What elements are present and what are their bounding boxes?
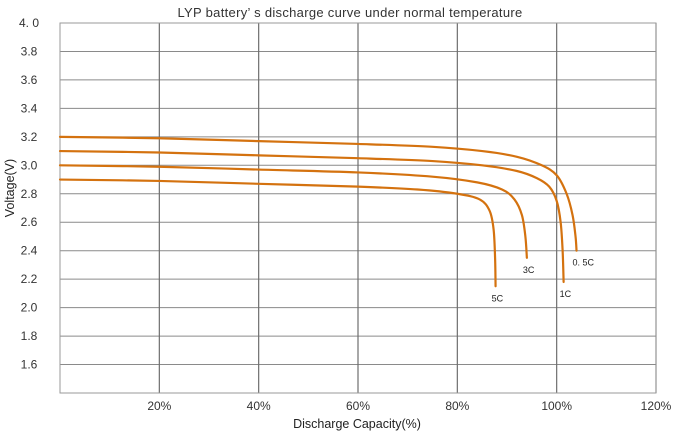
grid xyxy=(60,22,657,393)
x-tick-label: 60% xyxy=(346,399,370,413)
y-tick-label: 4. 0 xyxy=(19,16,39,30)
series-line xyxy=(58,135,578,252)
chart-title: LYP battery’ s discharge curve under nor… xyxy=(177,5,522,20)
x-tick-label: 20% xyxy=(147,399,171,413)
x-tick-label: 120% xyxy=(641,399,672,413)
series-labels: 0. 5C 1C 3C 5C xyxy=(492,258,595,304)
x-tick-label: 80% xyxy=(445,399,469,413)
y-tick-label: 2.8 xyxy=(21,187,38,201)
y-axis-ticks: 1.6 1.8 2.0 2.2 2.4 2.6 2.8 3.0 3.2 3.4 3.6 3.8 4. 0 xyxy=(19,16,39,372)
plot-frame xyxy=(59,22,657,394)
y-tick-label: 2.0 xyxy=(21,301,38,315)
x-tick-label: 100% xyxy=(541,399,572,413)
series-label: 5C xyxy=(492,293,504,303)
x-axis-label: Discharge Capacity(%) xyxy=(293,417,421,431)
series-line xyxy=(58,149,565,284)
y-tick-label: 3.8 xyxy=(21,44,38,58)
y-tick-label: 1.8 xyxy=(21,329,38,343)
x-axis-ticks: 20% 40% 60% 80% 100% 120% xyxy=(147,399,671,413)
y-tick-label: 2.2 xyxy=(21,272,38,286)
y-tick-label: 2.4 xyxy=(21,244,38,258)
series-lines xyxy=(58,135,578,288)
series-label: 3C xyxy=(523,265,535,275)
series-label: 1C xyxy=(560,289,572,299)
y-axis-label: Voltage(V) xyxy=(3,159,17,217)
y-tick-label: 2.6 xyxy=(21,215,38,229)
series-line xyxy=(58,164,528,259)
y-tick-label: 3.2 xyxy=(21,130,38,144)
y-tick-label: 1.6 xyxy=(21,358,38,372)
x-tick-label: 40% xyxy=(247,399,271,413)
y-tick-label: 3.0 xyxy=(21,158,38,172)
series-line xyxy=(58,178,497,288)
y-tick-label: 3.6 xyxy=(21,73,38,87)
y-tick-label: 3.4 xyxy=(21,101,38,115)
series-label: 0. 5C xyxy=(573,258,595,268)
